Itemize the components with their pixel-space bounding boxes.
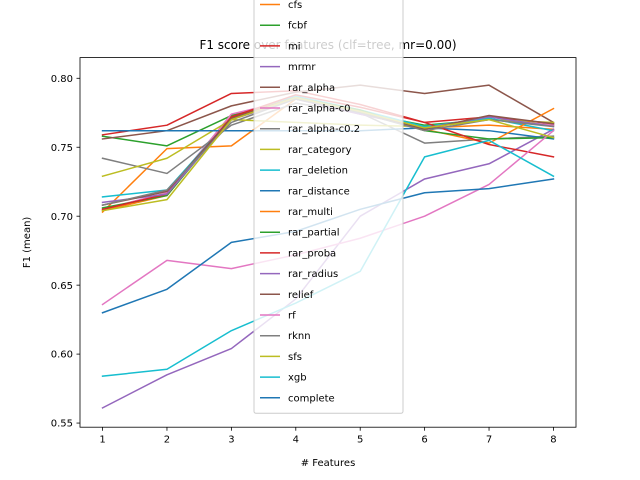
legend-label: mi <box>288 41 301 52</box>
legend-label: rar_multi <box>288 207 333 218</box>
y-tick-label: 0.70 <box>51 212 73 223</box>
legend-label: rf <box>288 311 296 322</box>
y-axis-label: F1 (mean) <box>22 217 33 269</box>
x-tick-label: 2 <box>164 435 170 446</box>
legend-label: rar_category <box>288 145 352 156</box>
x-tick-label: 5 <box>357 435 363 446</box>
x-tick-label: 3 <box>228 435 234 446</box>
legend-label: sfs <box>288 352 302 363</box>
legend-label: complete <box>288 393 335 404</box>
x-tick-label: 6 <box>421 435 427 446</box>
x-tick-label: 1 <box>99 435 105 446</box>
x-tick-label: 7 <box>486 435 492 446</box>
legend-label: rar_alpha <box>288 83 335 94</box>
legend-label: rar_alpha-c0 <box>288 104 351 115</box>
legend-label: rar_alpha-c0.2 <box>288 124 360 135</box>
legend-label: cfs <box>288 0 302 11</box>
x-axis-ticks: 1 2 3 4 5 6 7 8 <box>99 427 557 446</box>
x-tick-label: 8 <box>550 435 556 446</box>
legend-box <box>253 0 404 414</box>
legend-label: rknn <box>288 331 311 342</box>
legend-label: rar_deletion <box>288 166 348 177</box>
y-tick-label: 0.80 <box>51 74 73 85</box>
legend: cfs fcbf mi mrmr rar_alpha rar_alpha-c0 rar_al… <box>253 0 404 414</box>
y-tick-label: 0.65 <box>51 281 73 292</box>
y-tick-label: 0.75 <box>51 143 73 154</box>
legend-label: fcbf <box>288 21 307 32</box>
legend-label: rar_radius <box>288 269 338 280</box>
x-tick-label: 4 <box>293 435 299 446</box>
y-tick-label: 0.60 <box>51 350 73 361</box>
legend-label: rar_proba <box>288 248 336 259</box>
y-axis-ticks: 0.55 0.60 0.65 0.70 0.75 0.80 <box>51 74 80 430</box>
x-axis-label: # Features <box>301 458 356 469</box>
legend-label: mrmr <box>288 62 316 73</box>
legend-label: rar_partial <box>288 228 340 239</box>
legend-label: relief <box>288 290 314 301</box>
legend-label: xgb <box>288 373 307 384</box>
y-tick-label: 0.55 <box>51 419 73 430</box>
legend-label: rar_distance <box>288 186 350 197</box>
